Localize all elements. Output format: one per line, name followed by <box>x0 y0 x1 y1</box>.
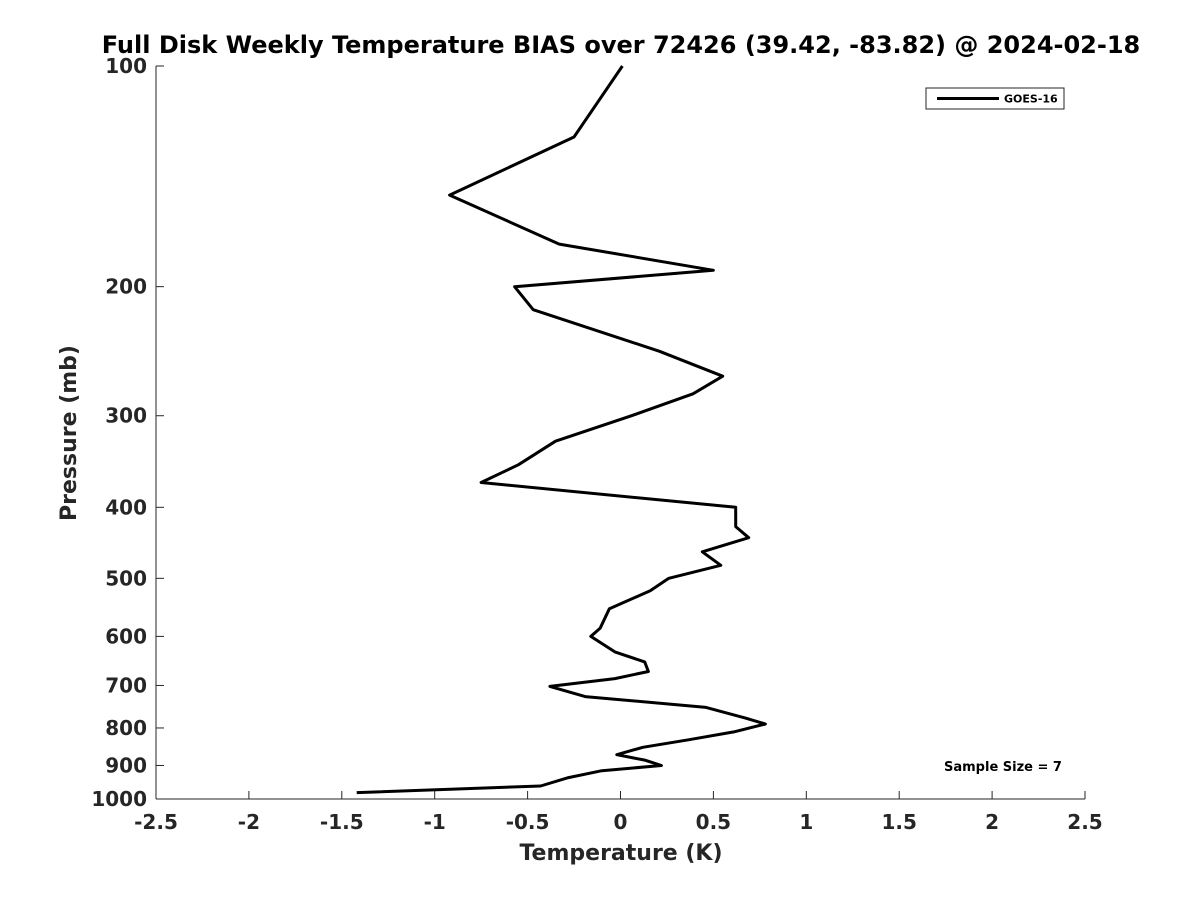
x-tick-label: -2.5 <box>134 810 178 834</box>
x-tick-label: 1 <box>799 810 813 834</box>
x-tick-label: 2.5 <box>1067 810 1102 834</box>
y-tick-label: 500 <box>105 566 147 590</box>
legend: GOES-16 <box>925 87 1065 110</box>
x-tick-label: -2 <box>238 810 260 834</box>
x-axis-ticks: -2.5 -2 -1.5 -1 -0.5 0 0.5 1 1.5 2 2.5 <box>134 791 1103 834</box>
x-tick-label: 1.5 <box>881 810 916 834</box>
x-tick-label: 2 <box>985 810 999 834</box>
x-tick-label: -0.5 <box>506 810 550 834</box>
y-tick-label: 900 <box>105 753 147 777</box>
x-axis-label: Temperature (K) <box>519 841 722 866</box>
x-tick-label: 0.5 <box>696 810 731 834</box>
legend-entry-label: GOES-16 <box>1004 93 1058 106</box>
y-tick-label: 300 <box>105 404 147 428</box>
sample-size-annotation: Sample Size = 7 <box>944 760 1062 775</box>
series-layer <box>356 65 767 795</box>
x-tick-label: -1 <box>424 810 446 834</box>
y-tick-label: 1000 <box>91 787 147 811</box>
y-tick-label: 200 <box>105 275 147 299</box>
x-tick-label: -1.5 <box>320 810 364 834</box>
y-axis-label: Pressure (mb) <box>57 345 82 521</box>
x-tick-label: 0 <box>614 810 628 834</box>
y-tick-label: 800 <box>105 716 147 740</box>
series-line-goes16 <box>356 65 767 795</box>
y-tick-label: 600 <box>105 624 147 648</box>
y-tick-label: 400 <box>105 495 147 519</box>
y-tick-label: 700 <box>105 673 147 697</box>
y-axis-ticks: 100 200 300 400 500 600 700 800 900 1000 <box>91 54 164 811</box>
y-tick-label: 100 <box>105 54 147 78</box>
chart-title: Full Disk Weekly Temperature BIAS over 7… <box>102 31 1141 59</box>
